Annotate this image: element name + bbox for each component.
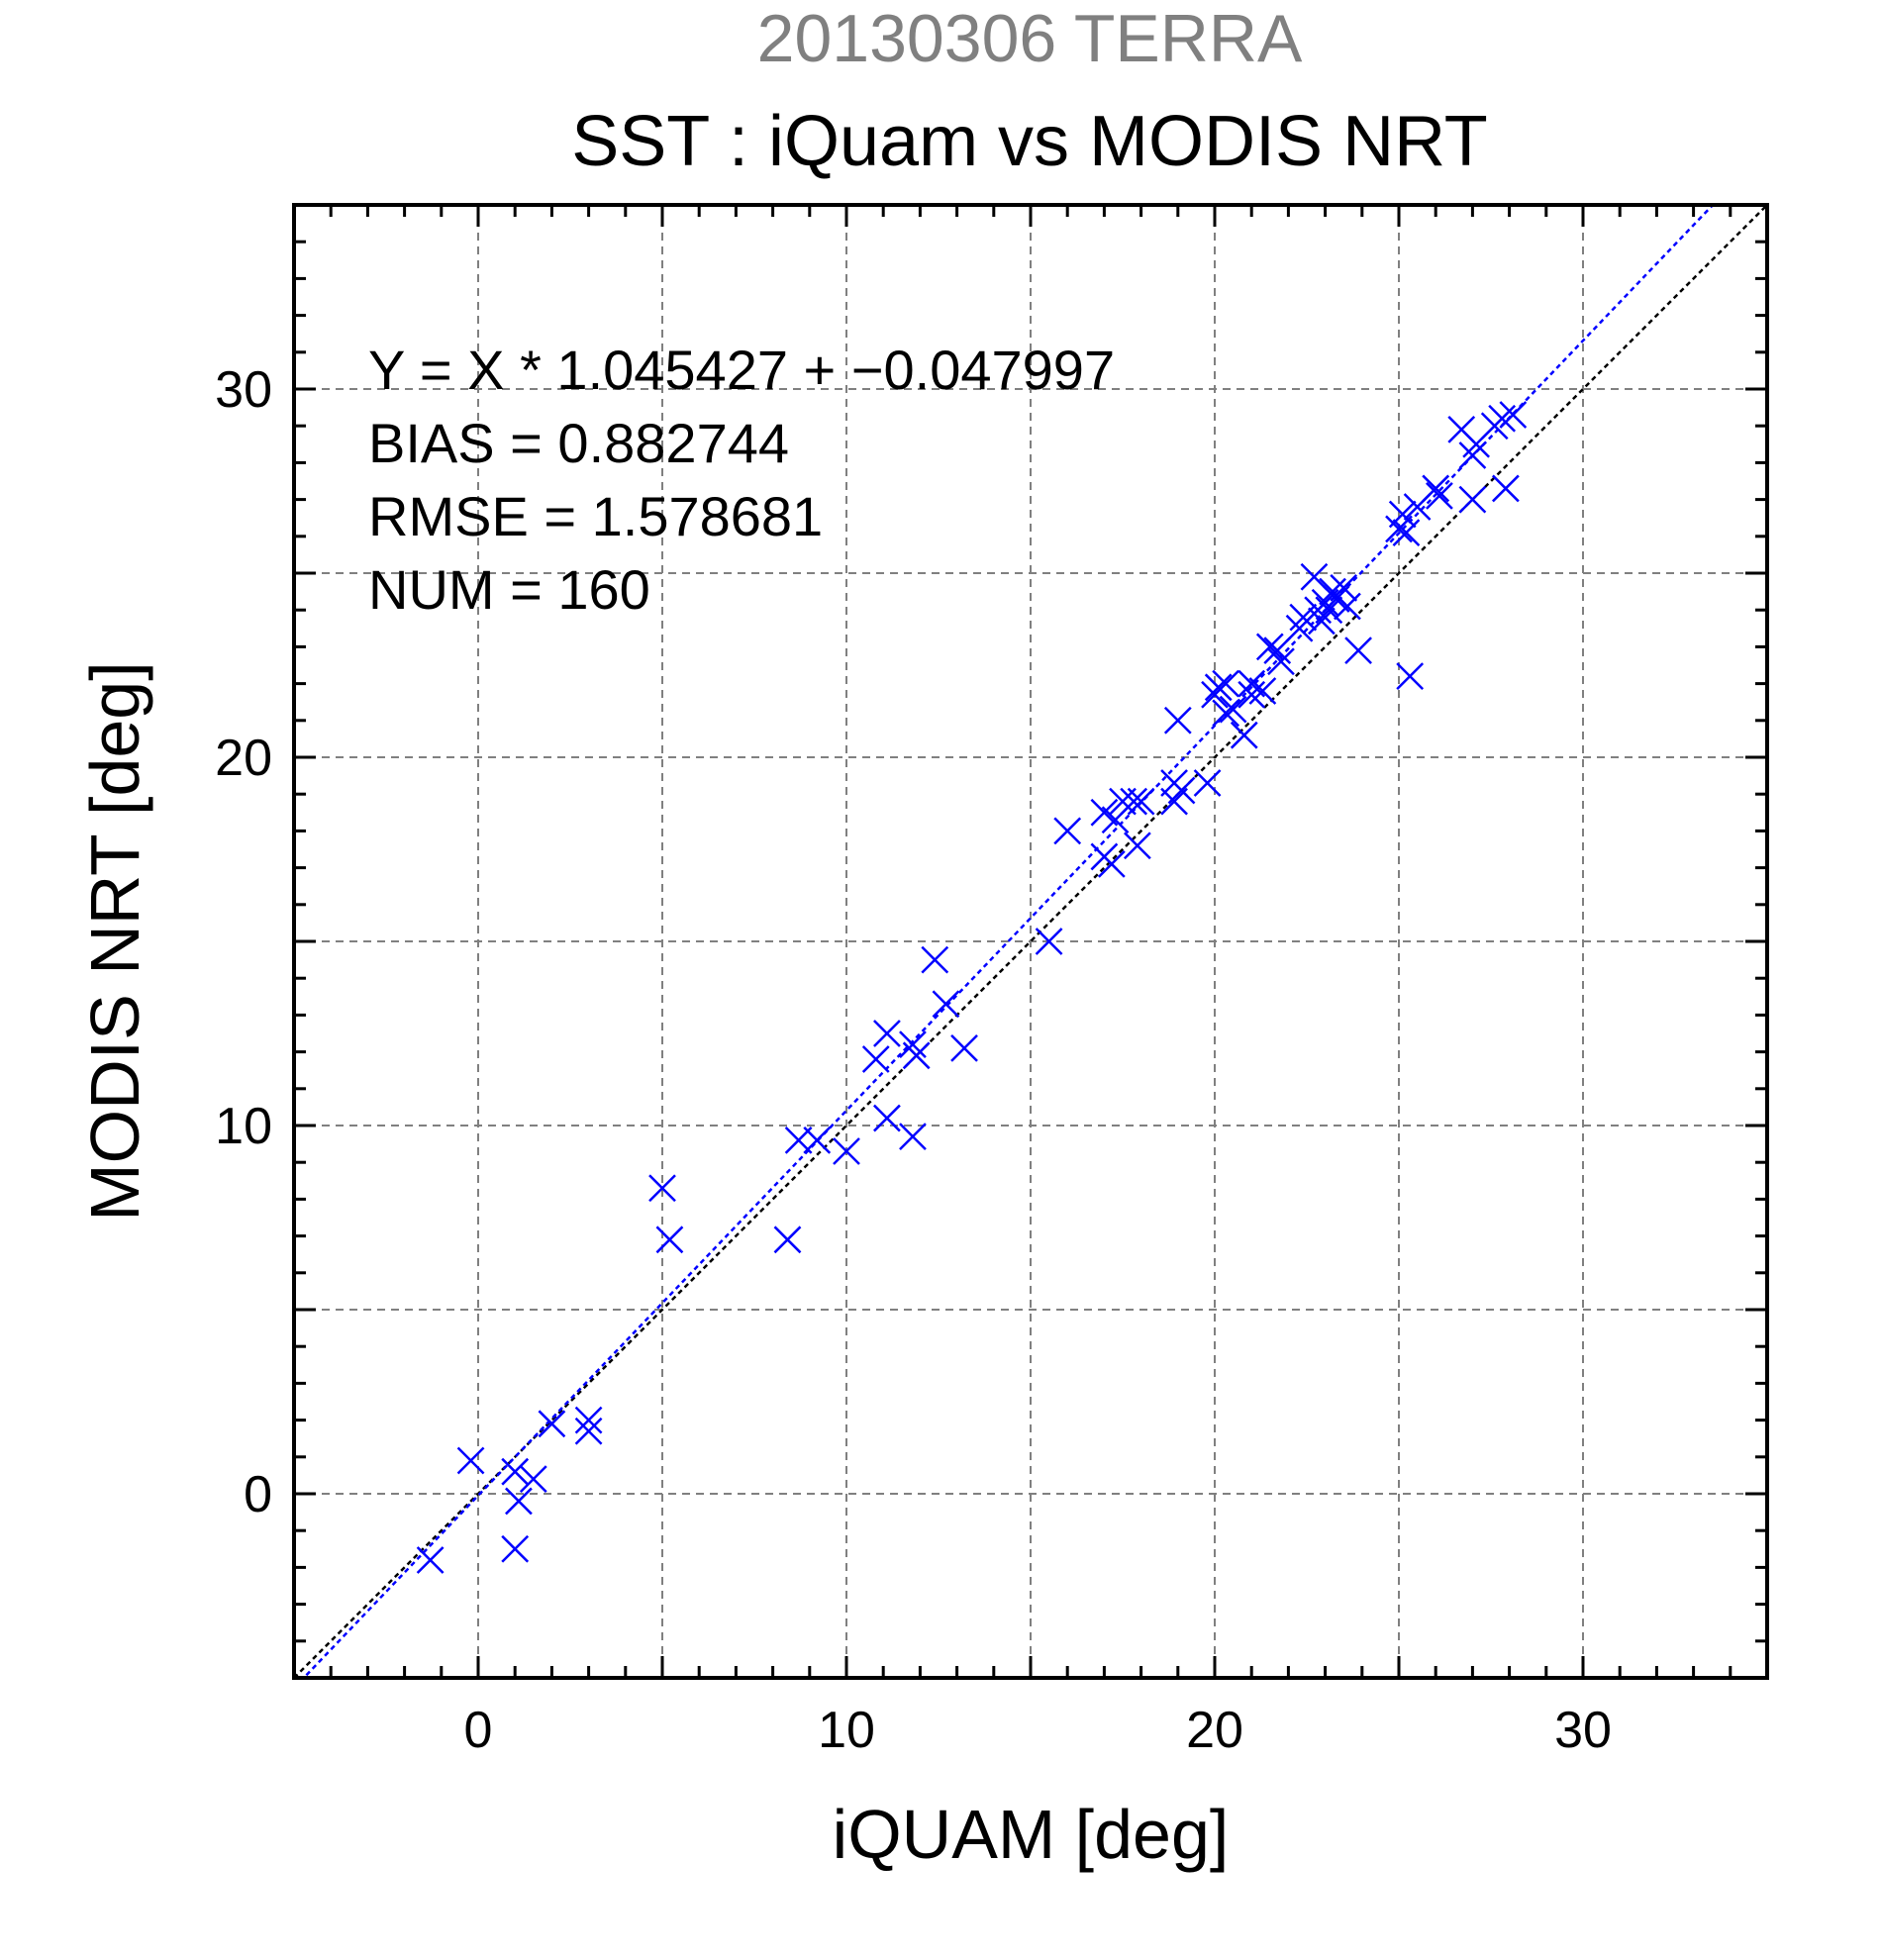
data-point	[1219, 695, 1247, 724]
data-point	[899, 1123, 927, 1151]
data-point	[1193, 769, 1222, 797]
chart-title: SST : iQuam vs MODIS NRT	[571, 102, 1488, 181]
stats-line: Y = X * 1.045427 + −0.047997	[368, 339, 1115, 401]
data-point	[833, 1137, 860, 1165]
data-point	[1212, 699, 1240, 728]
plot-frame	[292, 203, 1769, 1680]
data-point	[1238, 680, 1266, 709]
data-point	[1204, 673, 1233, 702]
data-point	[1388, 500, 1417, 529]
tick-labels: 0 10 20 30 0 10 20 30	[215, 361, 1612, 1759]
data-point	[1255, 633, 1284, 661]
data-point	[1458, 441, 1487, 469]
grid-lines	[294, 205, 1767, 1678]
data-point	[501, 1534, 530, 1563]
x-tick-label: 20	[1186, 1702, 1243, 1759]
stats-annotation: Y = X * 1.045427 + −0.047997 BIAS = 0.882…	[368, 339, 1115, 621]
data-point	[1458, 485, 1487, 514]
y-tick-label: 10	[215, 1098, 272, 1155]
data-point	[1289, 603, 1318, 632]
data-point	[1267, 647, 1295, 676]
data-point	[1097, 849, 1126, 878]
data-point	[1426, 481, 1453, 510]
data-point	[1396, 662, 1425, 691]
data-point	[803, 1126, 832, 1154]
data-points	[416, 401, 1528, 1574]
data-point	[1491, 474, 1520, 503]
data-point	[899, 1030, 927, 1059]
data-point	[773, 1225, 802, 1254]
data-point	[873, 1104, 901, 1132]
data-point	[416, 1546, 445, 1574]
stats-line: RMSE = 1.578681	[368, 485, 823, 547]
data-point	[921, 945, 949, 974]
data-point	[1392, 519, 1421, 546]
chart-supertitle: 20130306 TERRA	[756, 1, 1303, 76]
data-point	[1330, 573, 1358, 602]
data-point	[655, 1225, 684, 1254]
stats-line: NUM = 160	[368, 558, 650, 621]
data-point	[501, 1457, 530, 1486]
x-tick-label: 0	[464, 1702, 493, 1759]
data-point	[902, 1041, 931, 1070]
x-tick-label: 30	[1554, 1702, 1612, 1759]
data-point	[1163, 706, 1192, 735]
data-point	[519, 1465, 547, 1494]
data-point	[1127, 787, 1155, 816]
data-point	[1167, 776, 1196, 805]
data-point	[574, 1406, 603, 1434]
y-tick-label: 30	[215, 361, 272, 419]
data-point	[1422, 474, 1450, 503]
data-point	[1344, 637, 1372, 665]
data-point	[1120, 787, 1148, 816]
x-axis-label: iQUAM [deg]	[833, 1796, 1230, 1873]
data-point	[1488, 404, 1517, 433]
data-point	[574, 1417, 603, 1445]
data-point	[1263, 637, 1292, 665]
data-point	[1230, 721, 1258, 749]
y-tick-label: 0	[244, 1466, 272, 1523]
y-axis-label: MODIS NRT [deg]	[76, 661, 153, 1221]
data-point	[1035, 928, 1063, 955]
y-tick-label: 20	[215, 730, 272, 787]
data-point	[1212, 669, 1240, 698]
data-point	[861, 1045, 890, 1073]
data-point	[648, 1174, 676, 1203]
x-tick-label: 10	[818, 1702, 875, 1759]
data-point	[1053, 817, 1082, 845]
data-point	[538, 1410, 566, 1438]
data-point	[456, 1446, 485, 1475]
data-point	[1248, 677, 1277, 705]
data-point	[505, 1487, 533, 1516]
data-point	[932, 990, 960, 1019]
data-point	[1123, 832, 1151, 860]
data-point	[950, 1033, 978, 1062]
data-point	[1334, 592, 1361, 621]
stats-line: BIAS = 0.882744	[368, 412, 789, 474]
data-point	[873, 1020, 901, 1047]
data-point	[1499, 401, 1528, 429]
data-point	[1300, 562, 1329, 591]
